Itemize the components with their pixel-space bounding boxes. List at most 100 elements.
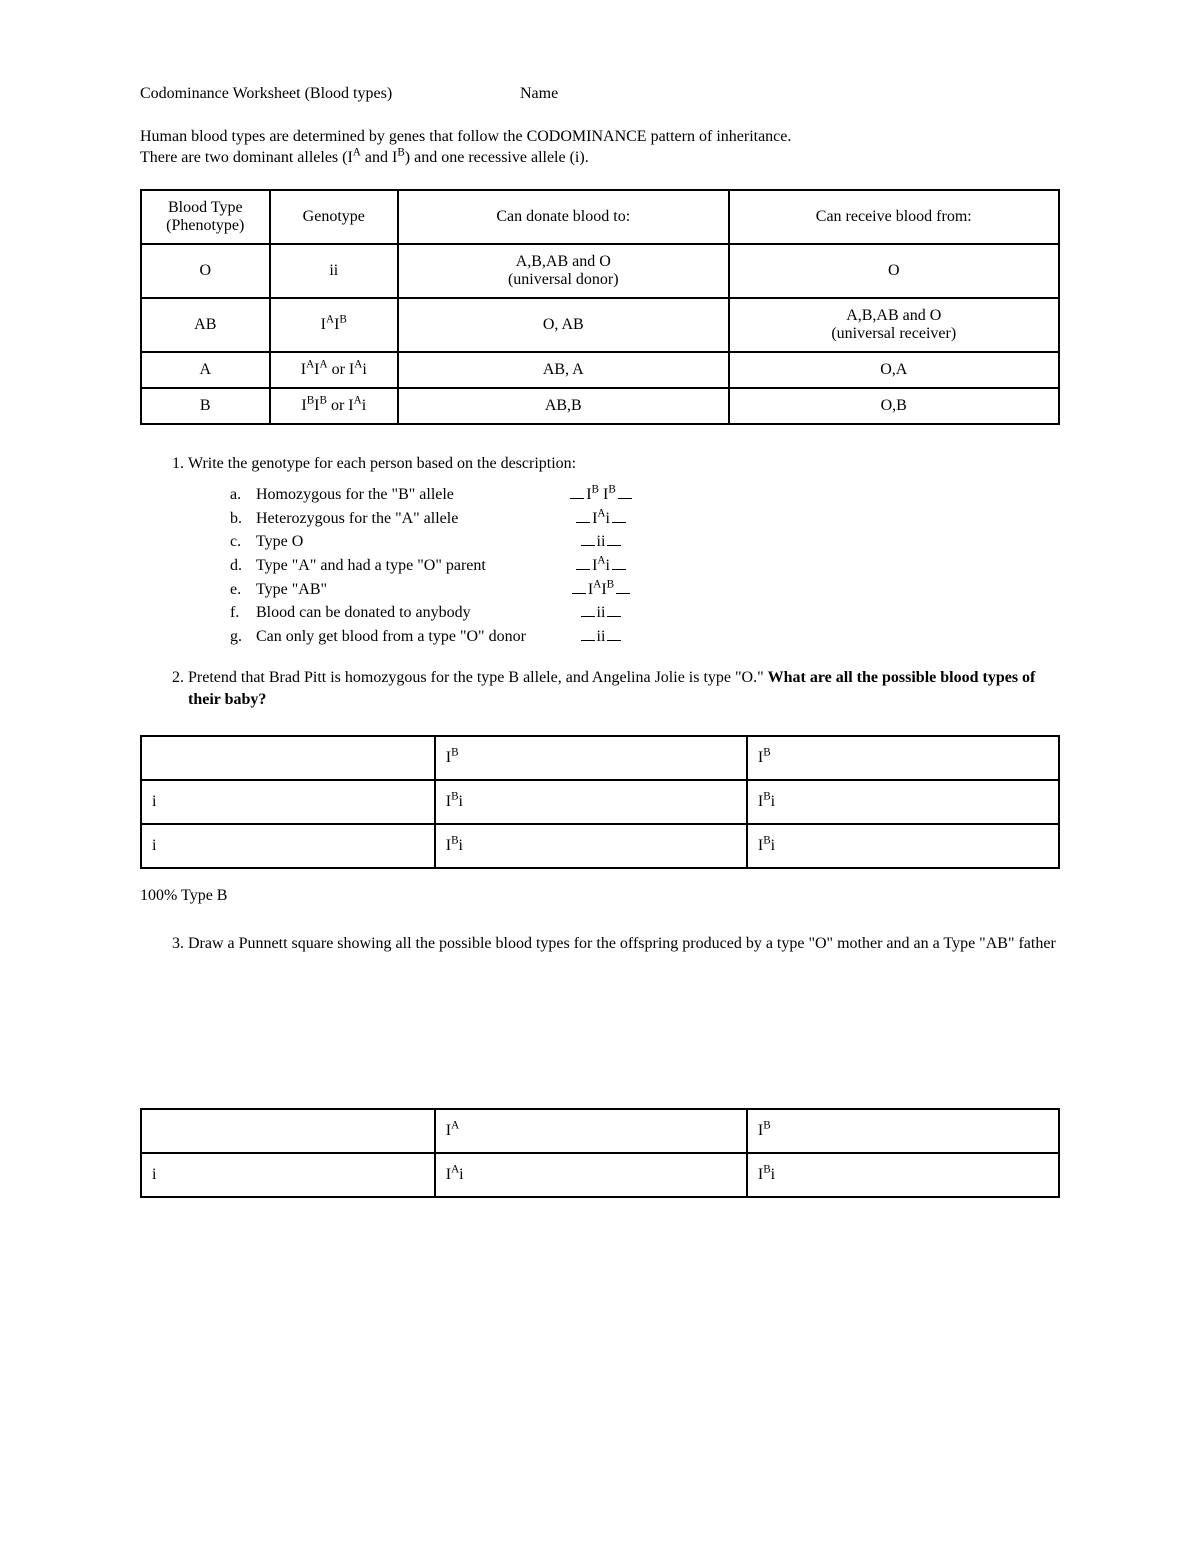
item-answer: ii (566, 602, 636, 624)
punnett-c22: IBi (747, 824, 1059, 868)
item-answer: IB IB (566, 484, 636, 506)
cell-receive: O,B (729, 388, 1060, 424)
punnett-top1: IA (435, 1109, 747, 1153)
cell-receive: O,A (729, 352, 1060, 388)
intro-line2b: and I (361, 149, 397, 166)
item-desc: Homozygous for the "B" allele (256, 484, 566, 506)
cell-donate: AB, A (398, 352, 728, 388)
q1-prompt: Write the genotype for each person based… (188, 455, 576, 472)
cell-donate-l2: (universal donor) (508, 271, 619, 288)
punnett-top2: IB (747, 736, 1059, 780)
th-donate: Can donate blood to: (398, 190, 728, 244)
punnett-top1: IB (435, 736, 747, 780)
punnett-c12: IBi (747, 1153, 1059, 1197)
th-bloodtype: Blood Type (Phenotype) (141, 190, 270, 244)
cell-bt: AB (141, 298, 270, 352)
th-bt-line1: Blood Type (168, 199, 243, 216)
cell-receive-l1: A,B,AB and O (846, 307, 941, 324)
item-letter: f. (230, 602, 256, 624)
table-header-row: Blood Type (Phenotype) Genotype Can dona… (141, 190, 1059, 244)
punnett-left2: i (141, 824, 435, 868)
q2-result: 100% Type B (140, 887, 1060, 905)
worksheet-title: Codominance Worksheet (Blood types) (140, 85, 520, 103)
question-1: Write the genotype for each person based… (188, 453, 1060, 648)
item-answer: ii (566, 531, 636, 553)
cell-bt: O (141, 244, 270, 298)
question-3: Draw a Punnett square showing all the po… (188, 933, 1060, 955)
cell-receive: O (729, 244, 1060, 298)
spacer (140, 974, 1060, 1084)
q2-prompt-a: Pretend that Brad Pitt is homozygous for… (188, 669, 768, 686)
cell-gt: ii (270, 244, 399, 298)
cell-gt: IAIB (270, 298, 399, 352)
q1-sublist: a. Homozygous for the "B" allele IB IB b… (230, 484, 1060, 647)
table-row: IB IB (141, 736, 1059, 780)
table-row: IA IB (141, 1109, 1059, 1153)
questions-list-cont: Draw a Punnett square showing all the po… (140, 933, 1060, 955)
item-answer: IAIB (566, 579, 636, 601)
intro-line1: Human blood types are determined by gene… (140, 128, 791, 145)
item-desc: Heterozygous for the "A" allele (256, 508, 566, 530)
cell-gt: IBIB or IAi (270, 388, 399, 424)
header: Codominance Worksheet (Blood types) Name (140, 85, 1060, 103)
cell-donate: O, AB (398, 298, 728, 352)
table-row: i IBi IBi (141, 780, 1059, 824)
q3-prompt: Draw a Punnett square showing all the po… (188, 935, 1056, 952)
item-desc: Blood can be donated to anybody (256, 602, 566, 624)
item-letter: b. (230, 508, 256, 530)
punnett-c11: IAi (435, 1153, 747, 1197)
list-item: f. Blood can be donated to anybody ii (230, 602, 1060, 624)
punnett-left1: i (141, 1153, 435, 1197)
intro-text: Human blood types are determined by gene… (140, 127, 1060, 169)
table-row: i IAi IBi (141, 1153, 1059, 1197)
item-answer: ii (566, 626, 636, 648)
item-letter: a. (230, 484, 256, 506)
punnett-blank (141, 1109, 435, 1153)
item-desc: Type "AB" (256, 579, 566, 601)
questions-list: Write the genotype for each person based… (140, 453, 1060, 711)
intro-line2a: There are two dominant alleles (I (140, 149, 353, 166)
punnett-left1: i (141, 780, 435, 824)
cell-bt: A (141, 352, 270, 388)
intro-sup1: A (353, 146, 361, 158)
table-row: B IBIB or IAi AB,B O,B (141, 388, 1059, 424)
item-desc: Type O (256, 531, 566, 553)
q3-punnett-square: IA IB i IAi IBi (140, 1108, 1060, 1198)
name-label: Name (520, 85, 558, 103)
table-row: i IBi IBi (141, 824, 1059, 868)
worksheet-page: Codominance Worksheet (Blood types) Name… (0, 0, 1200, 1553)
list-item: d. Type "A" and had a type "O" parent IA… (230, 555, 1060, 577)
item-desc: Can only get blood from a type "O" donor (256, 626, 566, 648)
cell-donate-l1: A,B,AB and O (516, 253, 611, 270)
item-answer: IAi (566, 555, 636, 577)
item-letter: d. (230, 555, 256, 577)
table-row: AB IAIB O, AB A,B,AB and O (universal re… (141, 298, 1059, 352)
item-letter: c. (230, 531, 256, 553)
item-letter: e. (230, 579, 256, 601)
table-row: A IAIA or IAi AB, A O,A (141, 352, 1059, 388)
table-row: O ii A,B,AB and O (universal donor) O (141, 244, 1059, 298)
blood-type-table: Blood Type (Phenotype) Genotype Can dona… (140, 189, 1060, 425)
punnett-top2: IB (747, 1109, 1059, 1153)
list-item: c. Type O ii (230, 531, 1060, 553)
th-receive: Can receive blood from: (729, 190, 1060, 244)
cell-receive-l2: (universal receiver) (831, 325, 956, 342)
list-item: g. Can only get blood from a type "O" do… (230, 626, 1060, 648)
item-letter: g. (230, 626, 256, 648)
cell-donate: AB,B (398, 388, 728, 424)
cell-gt: IAIA or IAi (270, 352, 399, 388)
cell-donate: A,B,AB and O (universal donor) (398, 244, 728, 298)
punnett-c21: IBi (435, 824, 747, 868)
item-answer: IAi (566, 508, 636, 530)
question-2: Pretend that Brad Pitt is homozygous for… (188, 667, 1060, 710)
intro-line2c: ) and one recessive allele (i). (405, 149, 589, 166)
cell-receive: A,B,AB and O (universal receiver) (729, 298, 1060, 352)
th-genotype: Genotype (270, 190, 399, 244)
punnett-c12: IBi (747, 780, 1059, 824)
q2-punnett-square: IB IB i IBi IBi i IBi IBi (140, 735, 1060, 869)
punnett-c11: IBi (435, 780, 747, 824)
punnett-blank (141, 736, 435, 780)
th-bt-line2: (Phenotype) (166, 217, 244, 234)
item-desc: Type "A" and had a type "O" parent (256, 555, 566, 577)
list-item: e. Type "AB" IAIB (230, 579, 1060, 601)
